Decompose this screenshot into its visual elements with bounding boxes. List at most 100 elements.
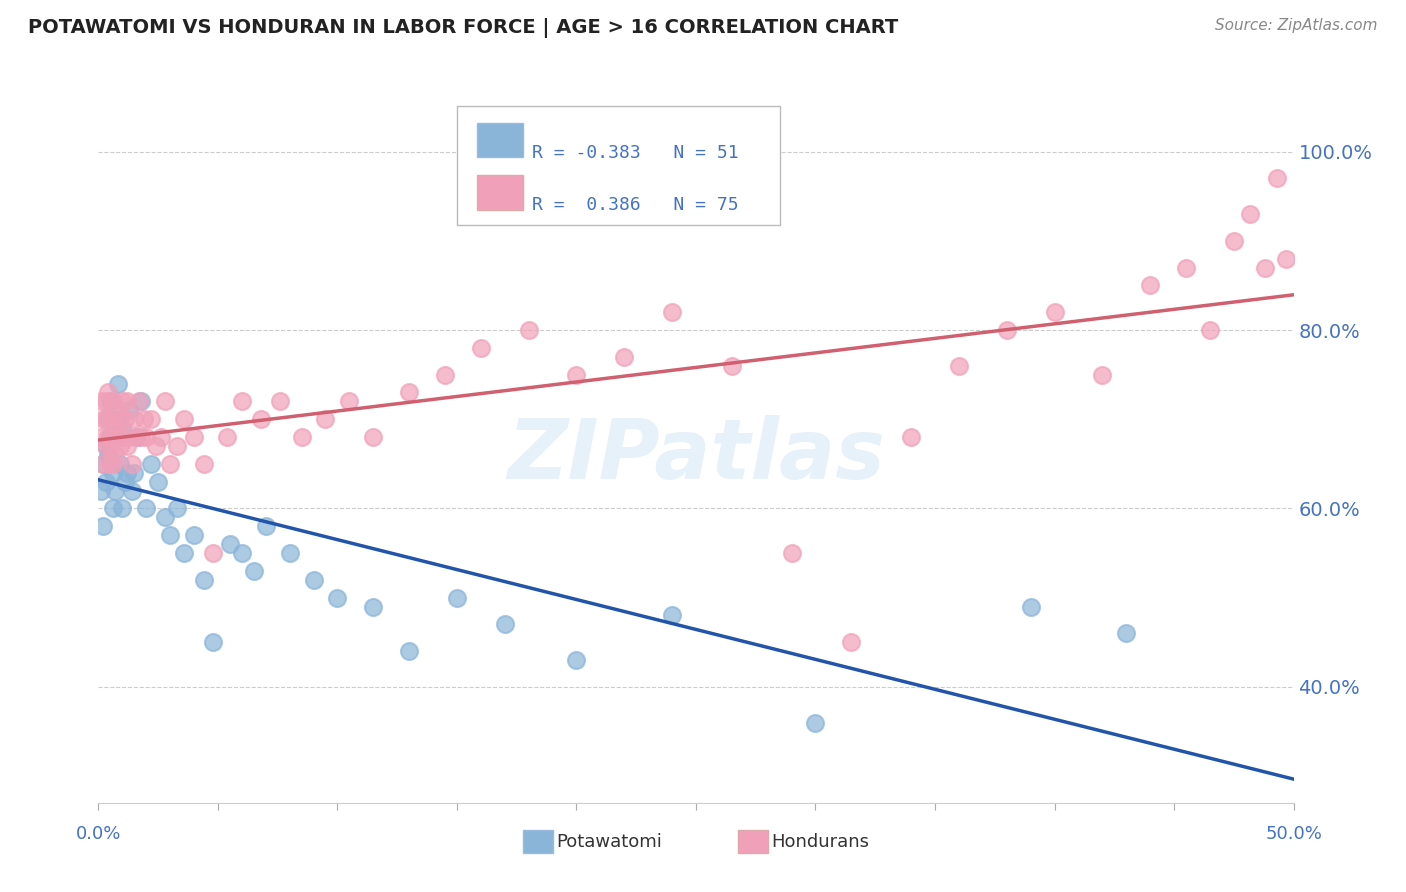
Point [111,430,134,444]
Point [104,412,127,426]
Point [128,394,150,409]
Point [90,394,112,409]
Point [494,617,516,632]
Point [202,546,225,560]
Point [98,430,122,444]
Point [339,394,361,409]
Point [94,394,117,409]
Point [995,323,1018,337]
Text: POTAWATOMI VS HONDURAN IN LABOR FORCE | AGE > 16 CORRELATION CHART: POTAWATOMI VS HONDURAN IN LABOR FORCE | … [28,18,898,37]
Point [91,519,114,533]
Point [231,394,253,409]
Point [900,430,922,444]
Point [804,715,827,730]
Point [111,421,134,435]
Bar [738,830,768,854]
FancyBboxPatch shape [457,105,780,225]
Point [149,430,172,444]
Point [193,457,215,471]
Point [97,385,120,400]
Point [1175,260,1198,275]
Point [114,475,136,489]
Point [155,510,177,524]
Point [1091,368,1114,382]
Point [104,483,127,498]
Point [98,439,122,453]
Point [98,457,122,471]
Point [398,644,420,658]
Point [139,412,162,426]
Point [780,546,803,560]
Text: Potawatomi: Potawatomi [557,833,662,851]
Point [118,430,141,444]
Point [363,599,385,614]
Point [124,466,146,480]
Point [841,635,863,649]
Point [278,546,301,560]
Point [114,412,136,426]
Point [90,430,112,444]
Point [101,457,124,471]
Point [104,448,127,462]
Bar [477,176,523,210]
Point [111,501,134,516]
Point [107,430,129,444]
Point [159,457,181,471]
Point [159,528,181,542]
Point [446,591,468,605]
Text: R =  0.386   N = 75: R = 0.386 N = 75 [533,196,740,214]
Point [121,457,143,471]
Point [1115,626,1137,640]
Point [135,501,157,516]
Point [97,430,120,444]
Point [98,412,122,426]
Point [326,591,349,605]
Text: Hondurans: Hondurans [772,833,869,851]
Point [1275,252,1298,266]
Point [363,430,385,444]
Point [94,439,117,453]
Point [115,394,138,409]
Point [398,385,420,400]
Point [97,448,120,462]
Point [148,475,170,489]
Point [291,430,314,444]
Point [166,439,188,453]
Point [202,635,225,649]
Point [661,608,683,623]
Point [155,394,177,409]
Point [91,457,114,471]
Point [101,430,124,444]
Point [1199,323,1222,337]
Point [108,457,131,471]
Point [173,412,195,426]
Point [131,430,153,444]
Point [125,430,148,444]
Point [90,483,112,498]
Point [94,475,117,489]
Point [173,546,195,560]
Point [231,546,253,560]
Point [661,305,683,319]
Point [315,412,337,426]
Text: ZIPatlas: ZIPatlas [508,416,884,497]
Point [94,439,117,453]
Point [135,430,157,444]
Point [254,519,277,533]
Point [565,368,588,382]
Point [302,573,325,587]
Point [97,412,120,426]
Point [470,341,492,355]
Point [1265,171,1288,186]
Point [183,430,205,444]
Text: 0.0%: 0.0% [76,825,121,843]
Point [517,323,540,337]
Point [108,439,131,453]
Point [1223,234,1246,248]
Point [243,564,266,578]
Point [948,359,970,373]
Point [219,537,242,551]
Point [91,412,114,426]
Bar [523,830,553,854]
Point [91,457,114,471]
